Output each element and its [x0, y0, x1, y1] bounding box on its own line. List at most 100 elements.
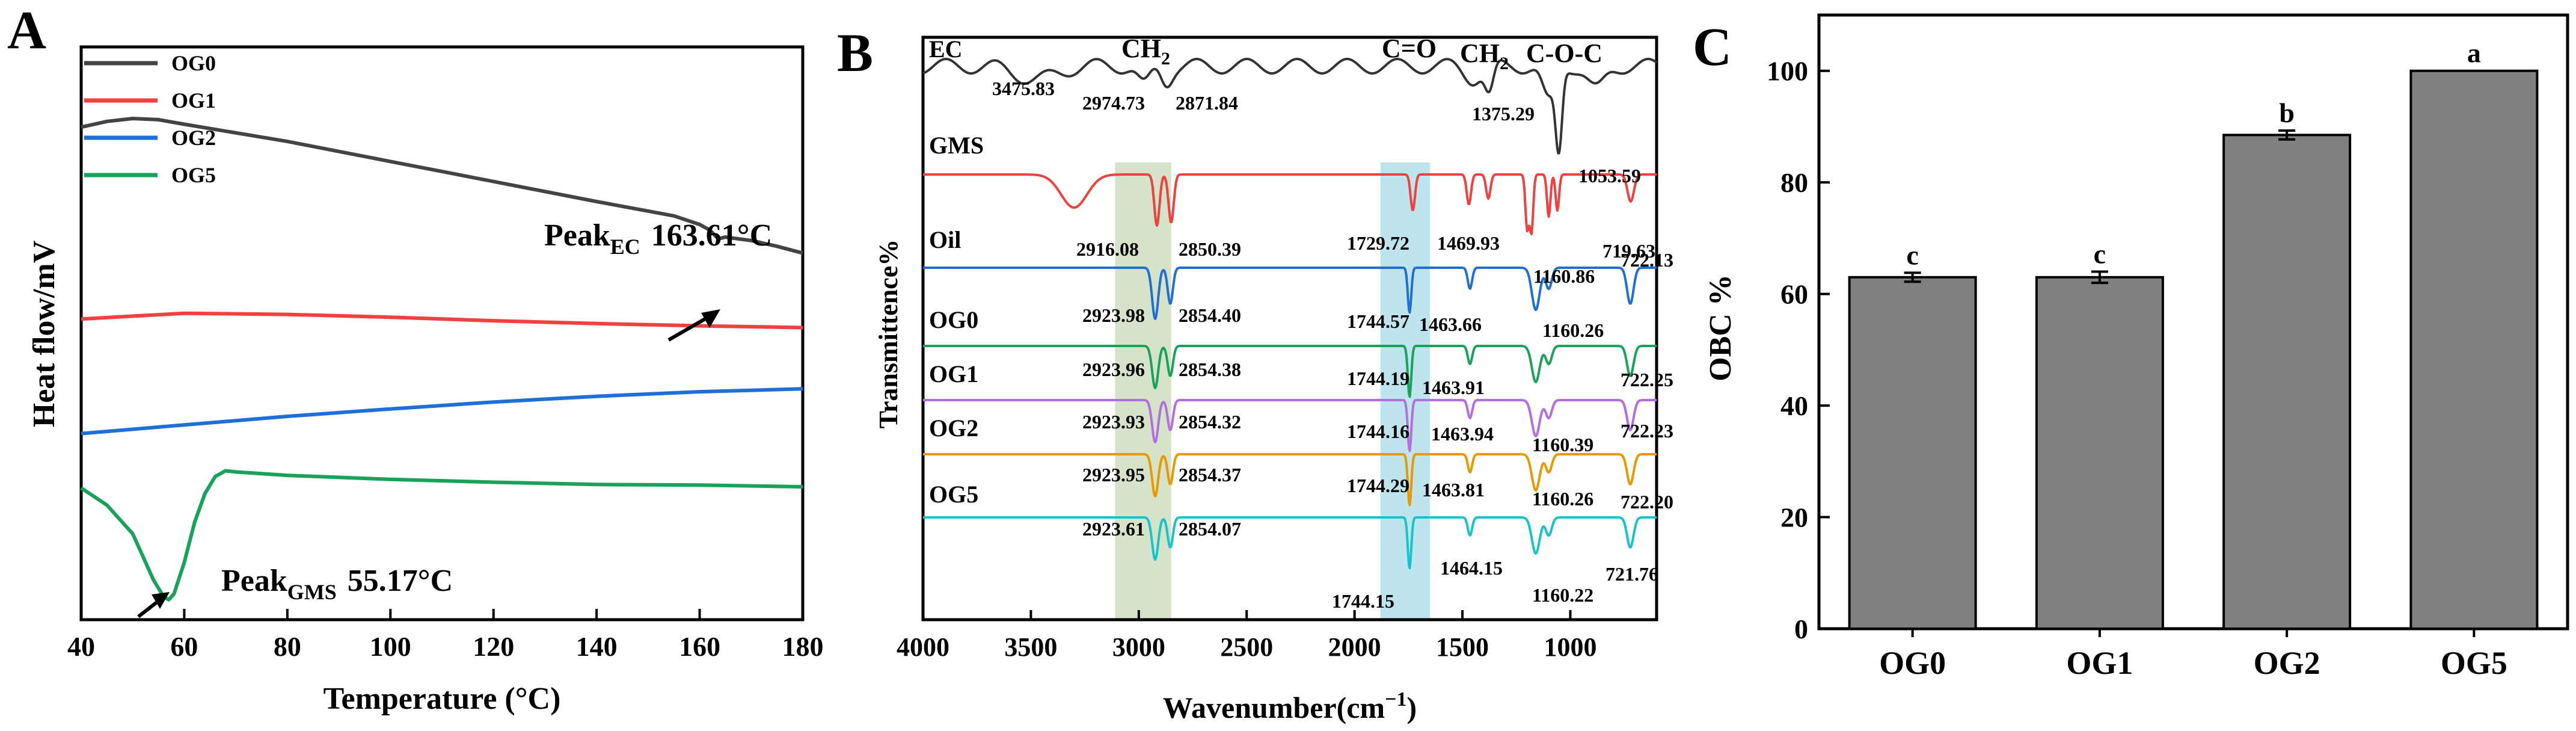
- panel-a-peak-ec-arrowhead: [701, 309, 720, 328]
- panel-b-ftir: B EC GMS Oil OG0 OG1 OG2 OG5 3475.83 2974.73 287…: [837, 23, 1673, 724]
- ftir-peak-label: 2923.93: [1082, 411, 1145, 433]
- legend-label-og5: OG5: [171, 163, 216, 187]
- panel-b-x-tick-label: 3500: [1004, 632, 1057, 662]
- ftir-peak-label: 2854.38: [1179, 359, 1241, 380]
- ftir-peak-label: 1463.81: [1422, 479, 1485, 501]
- ftir-peak-label: 2923.98: [1082, 304, 1145, 326]
- panel-b-x-ticks: 4000 3500 3000 2500 2000 1500 1000: [897, 610, 1596, 662]
- panel-b-ch2b-label: CH2: [1460, 39, 1509, 73]
- panel-c-y-tick-label: 100: [1767, 56, 1808, 87]
- ftir-series-oil: [922, 267, 1657, 320]
- panel-b-coc-label: C-O-C: [1526, 39, 1602, 68]
- legend-label-og2: OG2: [171, 126, 216, 150]
- ftir-series-ec: [922, 58, 1658, 155]
- ftir-peak-label: 1160.86: [1533, 265, 1595, 287]
- ftir-peak-label: 1744.16: [1347, 421, 1409, 442]
- ftir-peak-label: 1463.91: [1422, 377, 1485, 398]
- ftir-peak-label: 721.76: [1605, 563, 1658, 585]
- panel-b-y-axis-label: Transmittence%: [874, 239, 903, 428]
- ftir-peak-label: 2854.07: [1179, 518, 1241, 540]
- ftir-peak-label: 2923.96: [1082, 359, 1145, 380]
- ftir-peak-label: 1744.15: [1332, 590, 1394, 612]
- panel-a-x-axis-label: Temperature (°C): [324, 682, 561, 716]
- bar-og2: [2222, 134, 2352, 630]
- panel-c-obc: C 0 20 40 60 80 100 c OG0 c OG1 b OG2 a OG5 OBC %: [1693, 13, 2569, 681]
- significance-letter-og1: c: [2094, 239, 2106, 270]
- ftir-peak-label: 1160.26: [1532, 488, 1593, 510]
- panel-a-y-axis-label: Heat flow/mV: [27, 241, 61, 427]
- significance-letter-og0: c: [1906, 239, 1918, 270]
- panel-c-y-tick-label: 20: [1780, 502, 1808, 533]
- panel-c-y-axis-label: OBC %: [1704, 274, 1738, 381]
- ftir-peak-label: 2923.95: [1082, 464, 1145, 486]
- highlight-band-2: [1380, 162, 1431, 620]
- ftir-series-og5: [922, 516, 1657, 570]
- panel-c-y-ticks: 0 20 40 60 80 100: [1767, 56, 1830, 644]
- ftir-peak-label: 3475.83: [992, 78, 1055, 99]
- panel-b-x-tick-label: 3000: [1112, 632, 1165, 662]
- category-label-og0: OG0: [1879, 645, 1946, 681]
- ftir-peak-label: 722.25: [1621, 369, 1673, 390]
- panel-b-x-tick-label: 1500: [1436, 632, 1489, 662]
- panel-c-label: C: [1693, 17, 1732, 77]
- ftir-peak-label: 722.20: [1621, 491, 1673, 513]
- legend-label-og1: OG1: [171, 88, 216, 113]
- ftir-series-name-oil: Oil: [929, 226, 961, 253]
- ftir-series-name-og1: OG1: [929, 360, 978, 387]
- panel-c-y-tick-label: 80: [1780, 167, 1808, 198]
- ftir-series-gms: [922, 173, 1657, 235]
- panel-a-dsc: A OG0 OG1 OG2 OG5 40 60 80 100 120 140 160 180 Tem…: [7, 1, 824, 716]
- panel-a-x-ticks: 40 60 80 100 120 140 160 180: [67, 609, 824, 662]
- panel-b-x-tick-label: 2500: [1220, 632, 1273, 662]
- bar-og0: [1848, 276, 1977, 630]
- panel-a-series-og0: [81, 117, 803, 255]
- panel-a-series: [80, 117, 803, 602]
- ftir-peak-label: 1463.94: [1431, 423, 1494, 445]
- ftir-peak-label: 1729.72: [1347, 232, 1409, 254]
- panel-a-x-tick-label: 140: [576, 631, 618, 662]
- ftir-series-og1: [922, 399, 1657, 452]
- panel-b-peak-labels: 3475.83 2974.73 2871.84 1375.29 1053.59 2916.…: [992, 78, 1673, 612]
- panel-a-x-tick-label: 180: [782, 631, 824, 662]
- ftir-series-name-og2: OG2: [929, 415, 978, 442]
- ftir-peak-label: 2974.73: [1082, 92, 1145, 114]
- ftir-peak-label: 2854.37: [1179, 464, 1241, 486]
- panel-a-peak-gms-annotation: PeakGMS 55.17°C: [221, 564, 453, 604]
- panel-b-highlight-bands: [1115, 162, 1431, 620]
- panel-b-ch2-label: CH2: [1121, 34, 1170, 69]
- category-label-og5: OG5: [2441, 645, 2507, 681]
- ftir-series-og2: [922, 453, 1657, 507]
- ftir-peak-label: 722.23: [1621, 420, 1673, 442]
- panel-a-x-tick-label: 60: [170, 631, 198, 662]
- panel-a-x-tick-label: 40: [67, 631, 95, 662]
- panel-a-frame: [79, 45, 805, 622]
- significance-letter-og2: b: [2279, 97, 2295, 128]
- panel-c-frame: [1817, 13, 2569, 631]
- panel-c-y-tick-label: 0: [1794, 614, 1808, 644]
- highlight-band-1: [1115, 162, 1171, 620]
- panel-c-y-tick-label: 40: [1780, 390, 1808, 421]
- bar-og1: [2035, 276, 2164, 630]
- ftir-peak-label: 2916.08: [1076, 238, 1139, 260]
- ftir-peak-label: 1053.59: [1578, 165, 1641, 187]
- ftir-peak-label: 1744.19: [1347, 368, 1409, 389]
- ftir-peak-label: 2923.61: [1082, 518, 1145, 540]
- ftir-peak-label: 1375.29: [1472, 103, 1535, 125]
- ftir-peak-label: 1160.26: [1542, 319, 1604, 341]
- ftir-series-name-og0: OG0: [929, 306, 978, 333]
- panel-b-x-axis-label: Wavenumber(cm−1): [1163, 688, 1417, 724]
- panel-a-peak-ec-annotation: PeakEC 163.61°C: [544, 218, 772, 259]
- panel-b-frame: [921, 35, 1658, 622]
- ftir-peak-label: 1160.22: [1532, 584, 1593, 606]
- ftir-series-name-gms: GMS: [929, 132, 984, 159]
- panel-a-series-og1: [81, 311, 803, 330]
- ftir-peak-label: 722.13: [1621, 249, 1673, 271]
- ftir-peak-label: 1744.57: [1347, 310, 1409, 332]
- ftir-peak-label: 2854.32: [1179, 411, 1241, 433]
- ftir-peak-label: 2850.39: [1179, 238, 1241, 260]
- ftir-series-og0: [922, 345, 1657, 398]
- panel-a-series-og5: [80, 469, 803, 602]
- panel-a-label: A: [7, 1, 46, 60]
- panel-b-series-names: EC GMS Oil OG0 OG1 OG2 OG5: [929, 35, 984, 508]
